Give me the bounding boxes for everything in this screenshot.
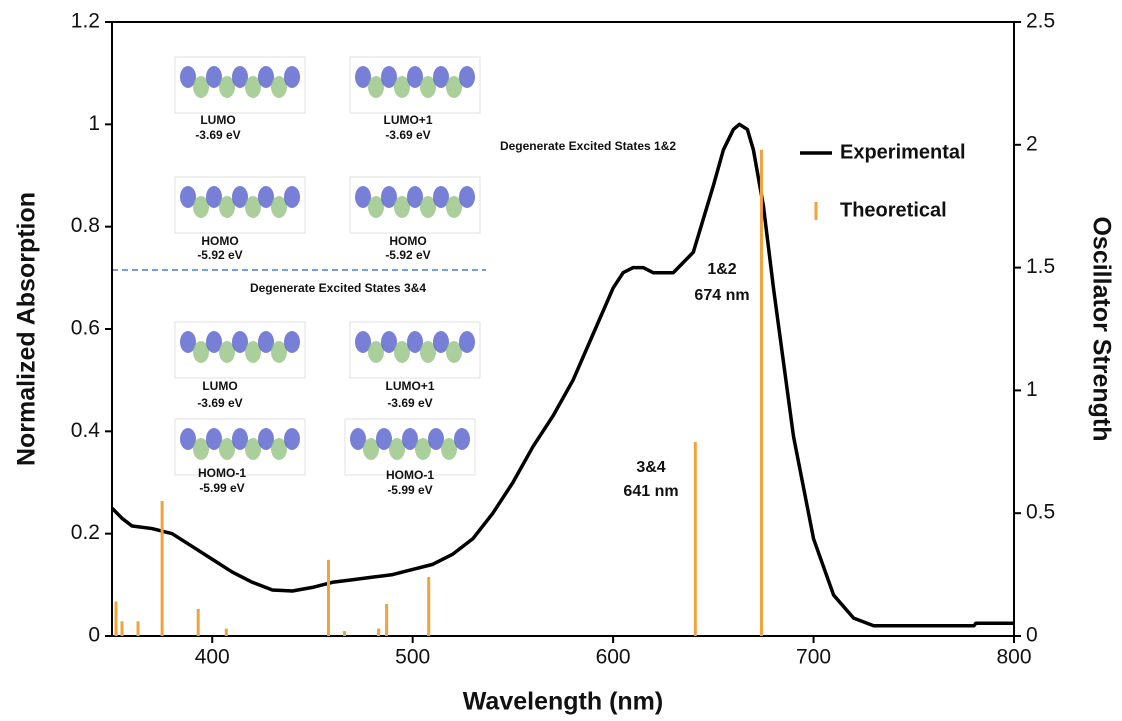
annotation: Degenerate Excited States 1&2 (500, 139, 676, 153)
annotation: -3.69 eV (385, 128, 430, 142)
oscillator-stick (694, 442, 697, 636)
x-tick-label: 700 (796, 646, 831, 669)
orbital-lobe (284, 331, 300, 353)
y-tick-label: 1 (88, 112, 100, 135)
y2-tick-label: 0 (1026, 624, 1038, 647)
annotation: -3.69 eV (387, 396, 432, 410)
annotation: HOMO-1 (386, 468, 434, 482)
annotation: -5.92 eV (385, 248, 430, 262)
annotation: HOMO (389, 234, 426, 248)
y-tick-label: 1.2 (71, 10, 100, 33)
annotation: LUMO (200, 113, 235, 127)
annotation: -3.69 eV (195, 128, 240, 142)
x-tick-label: 400 (195, 646, 230, 669)
annotation: -5.99 eV (387, 483, 432, 497)
oscillator-stick (427, 577, 430, 636)
y-tick-label: 0.4 (71, 419, 101, 442)
orbital-lobe (284, 66, 300, 88)
annotation: -3.69 eV (197, 396, 242, 410)
y-tick-label: 0 (88, 624, 100, 647)
y-axis-title: Normalized Absorption (13, 192, 41, 466)
orbital-lobe (284, 428, 300, 450)
x-axis-title: Wavelength (nm) (463, 688, 663, 716)
y-tick-label: 0.2 (71, 521, 100, 544)
legend-label: Experimental (840, 141, 966, 163)
oscillator-stick (225, 629, 228, 636)
y2-tick-label: 2.5 (1026, 10, 1055, 33)
x-tick-label: 500 (395, 646, 430, 669)
oscillator-stick (327, 560, 330, 636)
orbital-lobe (459, 331, 475, 353)
chart: Wavelength (nm) Normalized Absorption Os… (0, 0, 1122, 721)
annotation: -5.99 eV (199, 481, 244, 495)
annotation: 674 nm (694, 287, 749, 304)
oscillator-stick (377, 629, 380, 636)
y2-tick-label: 1.5 (1026, 255, 1055, 278)
annotation: 641 nm (623, 483, 678, 500)
annotation: LUMO+1 (385, 379, 434, 393)
orbital-lobe (459, 66, 475, 88)
oscillator-stick (161, 501, 164, 636)
annotation: LUMO+1 (383, 113, 432, 127)
y2-tick-label: 1 (1026, 378, 1038, 401)
y-tick-label: 0.8 (71, 214, 100, 237)
x-tick-label: 800 (996, 646, 1031, 669)
oscillator-stick (197, 609, 200, 636)
x-tick-label: 600 (596, 646, 631, 669)
oscillator-stick (385, 604, 388, 636)
y2-tick-label: 2 (1026, 132, 1038, 155)
oscillator-stick (137, 621, 140, 636)
oscillator-stick (115, 602, 118, 636)
oscillator-stick (343, 631, 346, 636)
annotation: LUMO (202, 379, 237, 393)
annotation: -5.92 eV (197, 248, 242, 262)
orbital-lobe (459, 186, 475, 208)
orbital-lobe (284, 186, 300, 208)
plot-frame (112, 22, 1014, 636)
legend-swatch (815, 202, 818, 220)
oscillator-stick (760, 150, 763, 636)
annotation: HOMO (201, 234, 238, 248)
annotation: HOMO-1 (198, 466, 246, 480)
legend-label: Theoretical (840, 199, 947, 221)
annotation: Degenerate Excited States 3&4 (250, 281, 426, 295)
annotation: 3&4 (636, 459, 665, 476)
y2-axis-title: Oscillator Strength (1087, 216, 1115, 441)
y2-tick-label: 0.5 (1026, 501, 1055, 524)
orbital-lobe (454, 428, 470, 450)
oscillator-stick (121, 621, 124, 636)
annotation: 1&2 (707, 261, 736, 278)
y-tick-label: 0.6 (71, 317, 100, 340)
